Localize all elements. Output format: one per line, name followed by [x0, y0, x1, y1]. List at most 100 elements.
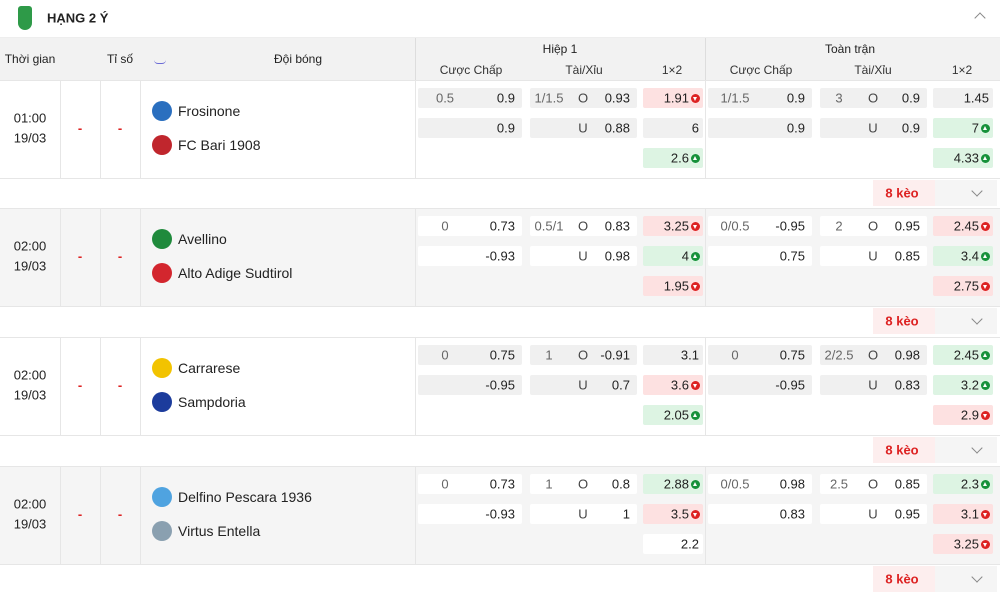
trend-icon	[691, 153, 700, 163]
odds-value: 0.75	[779, 248, 805, 264]
trend-icon	[981, 350, 990, 360]
match-date: 19/03	[13, 516, 47, 532]
team-name: Avellino	[178, 231, 227, 247]
odds-cell	[820, 246, 927, 266]
team-name: Delfino Pescara 1936	[178, 489, 312, 505]
odds-cell	[933, 216, 993, 236]
trend-icon	[691, 251, 700, 261]
odds-cell	[820, 345, 927, 365]
odds-cell	[530, 504, 637, 524]
column-header	[0, 38, 1000, 80]
odds-cell	[708, 246, 812, 266]
odds-value: 0.83	[894, 377, 920, 393]
more-row	[0, 435, 1000, 465]
over-under-label: O	[577, 476, 589, 492]
sub-column-label: Cược Chấp	[439, 63, 503, 77]
odds-cell	[530, 246, 637, 266]
team-name: Alto Adige Sudtirol	[178, 265, 293, 281]
over-under-label: U	[578, 120, 588, 136]
odds-cell	[933, 118, 993, 138]
odds-cell	[643, 216, 703, 236]
cell-divider	[705, 80, 706, 178]
odds-cell	[643, 474, 703, 494]
odds-value: 0.83	[779, 506, 805, 522]
column-label: Toàn trận	[824, 42, 876, 56]
handicap-line: 0	[731, 347, 739, 363]
team-logo	[152, 101, 172, 121]
cell-divider	[100, 208, 101, 306]
total-line: 3	[835, 90, 843, 106]
trend-icon	[691, 410, 700, 420]
cell-divider	[415, 466, 416, 564]
score: -	[117, 506, 123, 522]
odds-value: 3.2	[960, 377, 979, 393]
trend-icon	[691, 380, 700, 390]
odds-cell	[418, 375, 522, 395]
handicap-line: 1/1.5	[720, 90, 750, 106]
league-title: HẠNG 2 Ý	[47, 10, 109, 26]
odds-value: 0.9	[496, 120, 515, 136]
odds-value: 3.6	[670, 377, 689, 393]
odds-value: 6	[691, 120, 699, 136]
match-time: 02:00	[13, 496, 47, 512]
handicap-line: 0.5	[435, 90, 455, 106]
more-odds: 8 kèo	[885, 313, 919, 329]
score: -	[117, 377, 123, 393]
more-odds: 8 kèo	[885, 442, 919, 458]
odds-value: 0.75	[489, 347, 515, 363]
score: -	[77, 120, 83, 136]
column-label: Hiệp 1	[542, 42, 578, 56]
trend-icon	[691, 479, 700, 489]
odds-cell	[933, 375, 993, 395]
over-under-label: O	[867, 476, 879, 492]
team-name: Virtus Entella	[178, 523, 261, 539]
expand-cell	[935, 566, 997, 592]
match-time: 02:00	[13, 238, 47, 254]
sub-column-label: 1×2	[661, 63, 683, 77]
odds-value: 0.9	[496, 90, 515, 106]
league-logo	[18, 6, 32, 30]
odds-value: -0.95	[485, 377, 515, 393]
team-name: Frosinone	[178, 103, 241, 119]
odds-cell	[643, 504, 703, 524]
handicap-line: 0	[441, 476, 449, 492]
odds-cell	[820, 118, 927, 138]
odds-cell	[933, 405, 993, 425]
odds-cell	[530, 375, 637, 395]
odds-value: 0.95	[894, 506, 920, 522]
over-under-label: U	[578, 506, 588, 522]
odds-value: -0.95	[775, 377, 805, 393]
team-name: Carrarese	[178, 360, 241, 376]
team-logo	[152, 392, 172, 412]
more-odds: 8 kèo	[885, 185, 919, 201]
odds-value: 0.95	[894, 218, 920, 234]
odds-cell	[708, 474, 812, 494]
odds-value: 2.9	[960, 407, 979, 423]
odds-value: 2.45	[953, 347, 979, 363]
odds-value: 4.33	[953, 150, 979, 166]
odds-cell	[708, 216, 812, 236]
odds-cell	[708, 504, 812, 524]
odds-cell	[643, 405, 703, 425]
cell-divider	[140, 466, 141, 564]
odds-cell	[933, 534, 993, 554]
team-logo	[152, 229, 172, 249]
total-line: 0.5/1	[534, 218, 564, 234]
odds-cell	[418, 246, 522, 266]
odds-value: 0.75	[779, 347, 805, 363]
odds-value: 0.9	[786, 90, 805, 106]
team-name: FC Bari 1908	[178, 137, 261, 153]
odds-cell	[933, 88, 993, 108]
match-time: 02:00	[13, 367, 47, 383]
cell-divider	[60, 337, 61, 435]
odds-cell	[820, 88, 927, 108]
more-row	[0, 564, 1000, 594]
trend-icon	[981, 153, 990, 163]
over-under-label: U	[578, 377, 588, 393]
total-line: 1	[545, 476, 553, 492]
odds-value: 0.85	[894, 248, 920, 264]
sub-column-label: 1×2	[951, 63, 973, 77]
over-under-label: U	[868, 506, 878, 522]
odds-cell	[643, 118, 703, 138]
